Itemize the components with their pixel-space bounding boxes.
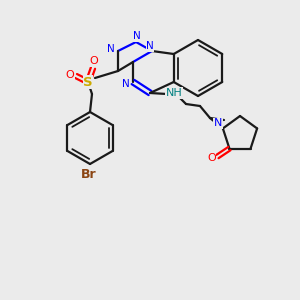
Text: Br: Br: [81, 167, 97, 181]
Text: N: N: [146, 41, 154, 51]
Text: O: O: [66, 70, 74, 80]
Text: O: O: [90, 56, 98, 66]
Text: NH: NH: [166, 88, 182, 98]
Text: O: O: [207, 153, 216, 163]
Text: N: N: [214, 118, 222, 128]
Text: N: N: [133, 31, 141, 41]
Text: N: N: [107, 44, 115, 54]
Text: S: S: [83, 76, 93, 88]
Text: N: N: [122, 79, 130, 89]
